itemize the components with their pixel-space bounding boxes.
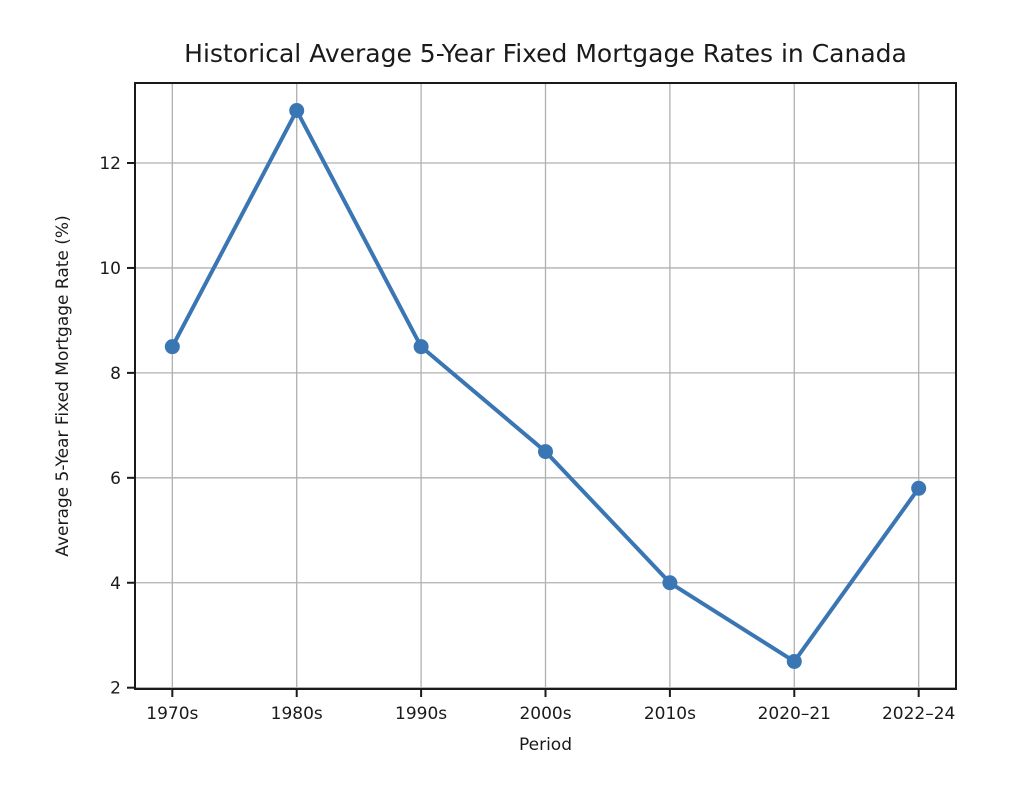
x-tick-label: 2020–21 bbox=[758, 704, 831, 724]
data-point bbox=[786, 653, 802, 669]
x-axis-label: Period bbox=[519, 735, 572, 755]
axis-ticks bbox=[127, 162, 920, 697]
data-point bbox=[164, 339, 180, 355]
data-point bbox=[911, 480, 927, 496]
gridlines bbox=[135, 83, 956, 689]
data-point bbox=[413, 339, 429, 355]
x-tick-label: 2022–24 bbox=[882, 704, 955, 724]
y-tick-label: 6 bbox=[110, 469, 121, 489]
chart-title: Historical Average 5-Year Fixed Mortgage… bbox=[184, 39, 907, 68]
x-tick-label: 2000s bbox=[519, 704, 571, 724]
x-tick-label: 1970s bbox=[146, 704, 198, 724]
x-tick-label: 1980s bbox=[271, 704, 323, 724]
y-tick-label: 2 bbox=[110, 679, 121, 699]
y-tick-label: 8 bbox=[110, 364, 121, 384]
y-tick-label: 4 bbox=[110, 574, 121, 594]
data-point bbox=[662, 575, 678, 591]
data-point bbox=[289, 103, 305, 119]
x-tick-label: 2010s bbox=[644, 704, 696, 724]
data-point bbox=[538, 444, 553, 460]
y-tick-label: 12 bbox=[99, 154, 121, 174]
series-mortgage-rate bbox=[164, 103, 927, 669]
y-tick-label: 10 bbox=[99, 259, 121, 279]
y-axis-label: Average 5-Year Fixed Mortgage Rate (%) bbox=[53, 215, 73, 556]
tick-labels: 1970s 1980s 1990s 2000s 2010s 2020–21 2022–24 2… bbox=[99, 154, 955, 724]
x-tick-label: 1990s bbox=[395, 704, 447, 724]
